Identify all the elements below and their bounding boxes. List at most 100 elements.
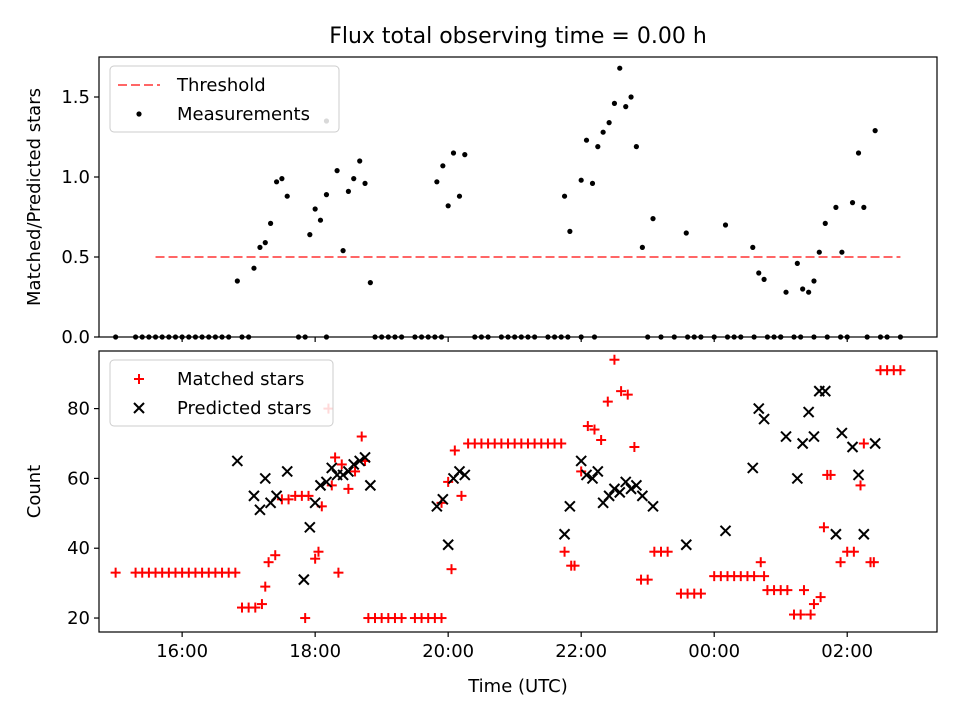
matched-point [596,435,607,446]
measurement-point [219,334,225,340]
matched-point [263,557,274,568]
chart-title: Flux total observing time = 0.00 h [329,24,707,49]
legend-box [109,65,340,133]
predicted-point [858,528,870,540]
matched-point [749,571,760,582]
predicted-point-b [846,441,859,453]
predicted-point [575,455,587,467]
measurement-point [367,280,373,286]
measurement-point [794,260,800,266]
matched-point [333,567,344,578]
predicted-point-b [614,486,626,499]
predicted-point [309,497,321,509]
predicted-point-b [575,455,587,467]
matched-point [805,609,816,620]
predicted-point-b [314,479,327,492]
predicted-point-b [796,437,809,450]
predicted-point-b [580,469,593,481]
predicted-point [614,486,626,499]
measurement-point [639,244,645,250]
measurement-point [545,334,551,340]
measurement-point [139,334,145,340]
measurement-point [317,217,324,223]
predicted-point [337,469,349,481]
matched-point [310,553,321,564]
measurement-point [628,94,634,100]
matched-point [755,557,766,568]
measurement-point [645,334,651,340]
y-tick-label: 0.5 [61,247,90,268]
measurement-point [456,193,463,199]
measurement-point [307,232,313,238]
measurement-point [340,248,346,254]
measurement-point [525,334,531,340]
measurement-point [884,334,890,340]
predicted-point-b [309,497,321,509]
predicted-point [558,528,571,540]
matched-point [110,567,121,578]
matched-point [795,609,806,620]
predicted-point-b [719,525,732,537]
measurement-point [606,120,612,126]
legend-label: Predicted stars [177,398,311,419]
matched-point [556,438,567,449]
measurement-point [658,334,664,340]
predicted-point [753,402,765,415]
predicted-point [586,472,599,485]
predicted-point [636,490,649,502]
x-tick-label: 20:00 [422,641,474,662]
matched-point [895,365,906,376]
measurement-point [152,334,159,340]
measurement-point [764,334,771,340]
matched-point [576,466,587,477]
predicted-point [836,427,848,439]
matched-point [602,396,613,407]
measurement-point [761,276,767,282]
measurement-point [561,193,568,199]
axes-frame [98,56,938,338]
predicted-point-b [453,465,466,478]
y-tick-label: 60 [67,468,90,489]
measurement-point [771,334,777,340]
measurement-point [756,270,762,276]
measurement-point [172,334,179,340]
measurement-point [302,334,308,340]
y-axis-label: Matched/Predicted stars [24,88,45,306]
matched-point [815,592,826,603]
matched-point [436,613,447,624]
predicted-point-b [459,469,471,481]
predicted-point [348,458,360,471]
predicted-point-b [819,385,831,397]
measurement-point [567,228,573,234]
predicted-point [680,539,692,551]
predicted-point-b [281,465,293,478]
measurement-point [844,334,850,340]
measurement-point [372,334,378,340]
predicted-point [270,490,283,502]
predicted-point [819,385,831,397]
measurement-point [438,334,445,340]
measurement-point [783,289,789,295]
measurement-point [711,334,717,340]
predicted-point-b [326,462,338,474]
measurement-point [583,137,590,143]
matched-point [260,581,271,592]
measurement-point [750,244,756,250]
matched-point [782,585,793,596]
x-tick-label: 18:00 [289,641,341,662]
predicted-point-b [630,479,643,492]
predicted-point [437,493,449,506]
measurement-point [323,192,330,198]
predicted-point [254,504,266,516]
predicted-point-b [636,490,649,502]
predicted-point-b [680,539,692,551]
predicted-point [248,490,260,502]
measurement-point [212,334,218,340]
measurement-point [166,334,172,340]
matched-point [662,546,673,557]
matched-point [798,585,809,596]
predicted-point-b [304,521,316,533]
matched-point [303,490,314,501]
measurement-point [432,334,438,340]
